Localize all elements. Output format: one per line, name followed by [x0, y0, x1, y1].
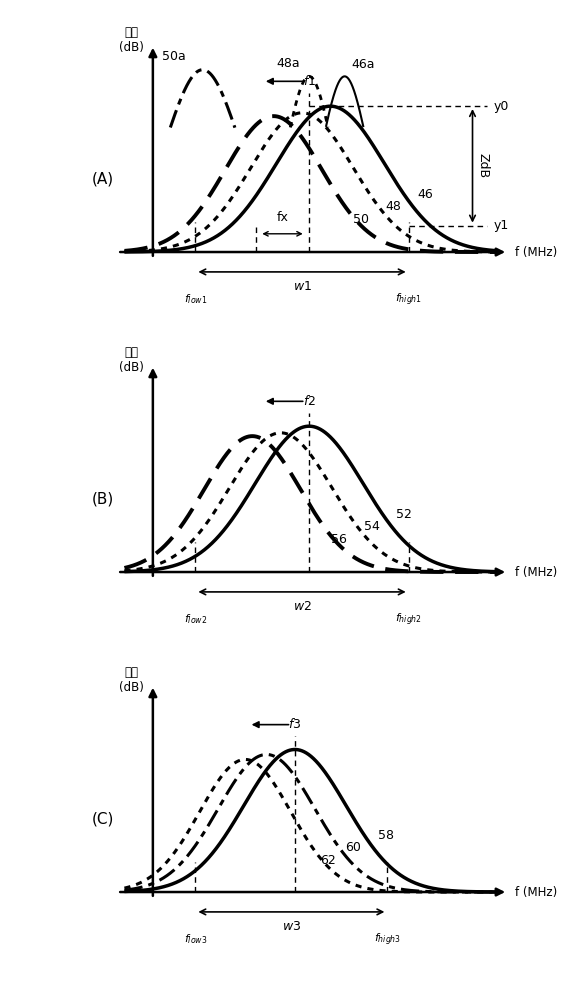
- Text: 46: 46: [418, 188, 433, 201]
- Text: 58: 58: [378, 829, 394, 842]
- Text: $f1$: $f1$: [303, 74, 316, 88]
- Text: 60: 60: [346, 841, 362, 854]
- Text: y1: y1: [494, 219, 509, 232]
- Text: 増益
(dB): 増益 (dB): [119, 346, 144, 374]
- Text: $w2$: $w2$: [293, 600, 312, 613]
- Text: $w3$: $w3$: [282, 920, 301, 933]
- Text: $f_{low1}$: $f_{low1}$: [184, 292, 207, 306]
- Text: $f_{low3}$: $f_{low3}$: [184, 932, 207, 946]
- Text: 増益
(dB): 増益 (dB): [119, 666, 144, 694]
- Text: $f_{high3}$: $f_{high3}$: [374, 932, 401, 948]
- Text: fx: fx: [277, 211, 288, 224]
- Text: 増益
(dB): 増益 (dB): [119, 26, 144, 54]
- Text: $f_{high1}$: $f_{high1}$: [395, 292, 422, 308]
- Text: y0: y0: [494, 100, 509, 113]
- Text: 54: 54: [364, 520, 380, 533]
- Text: $f_{low2}$: $f_{low2}$: [184, 612, 207, 626]
- Text: $f2$: $f2$: [303, 394, 316, 408]
- Text: f (MHz): f (MHz): [515, 566, 558, 579]
- Text: f (MHz): f (MHz): [515, 886, 558, 899]
- Text: 48: 48: [385, 200, 401, 213]
- Text: $f3$: $f3$: [288, 717, 301, 731]
- Text: (C): (C): [92, 812, 115, 827]
- Text: 48a: 48a: [276, 57, 300, 70]
- Text: ZdB: ZdB: [476, 153, 489, 178]
- Text: $f_{high2}$: $f_{high2}$: [395, 612, 422, 628]
- Text: 56: 56: [331, 533, 347, 546]
- Text: 52: 52: [397, 508, 412, 521]
- Text: 50: 50: [352, 213, 368, 226]
- Text: f (MHz): f (MHz): [515, 246, 558, 259]
- Text: $w1$: $w1$: [293, 280, 312, 293]
- Text: 62: 62: [320, 854, 336, 867]
- Text: (B): (B): [92, 492, 114, 507]
- Text: (A): (A): [92, 172, 114, 187]
- Text: 46a: 46a: [352, 58, 375, 71]
- Text: 50a: 50a: [162, 50, 186, 63]
